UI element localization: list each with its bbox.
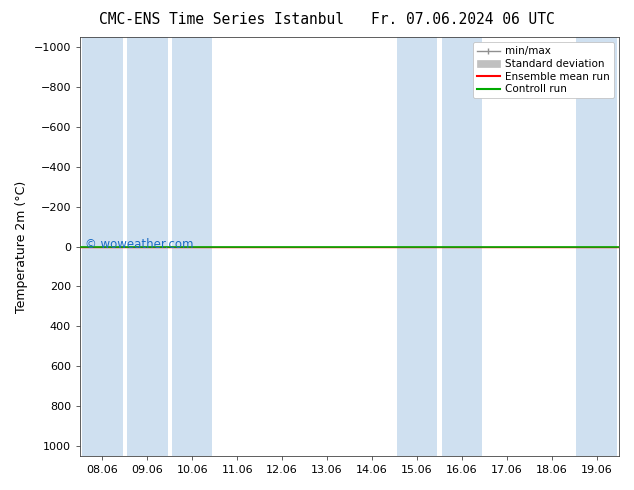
Bar xyxy=(172,37,212,456)
Text: Fr. 07.06.2024 06 UTC: Fr. 07.06.2024 06 UTC xyxy=(371,12,555,27)
Bar xyxy=(441,37,482,456)
Y-axis label: Temperature 2m (°C): Temperature 2m (°C) xyxy=(15,180,28,313)
Bar xyxy=(82,37,122,456)
Bar xyxy=(576,37,617,456)
Bar xyxy=(397,37,437,456)
Text: CMC-ENS Time Series Istanbul: CMC-ENS Time Series Istanbul xyxy=(100,12,344,27)
Bar xyxy=(127,37,167,456)
Legend: min/max, Standard deviation, Ensemble mean run, Controll run: min/max, Standard deviation, Ensemble me… xyxy=(472,42,614,98)
Text: © woweather.com: © woweather.com xyxy=(86,238,194,251)
